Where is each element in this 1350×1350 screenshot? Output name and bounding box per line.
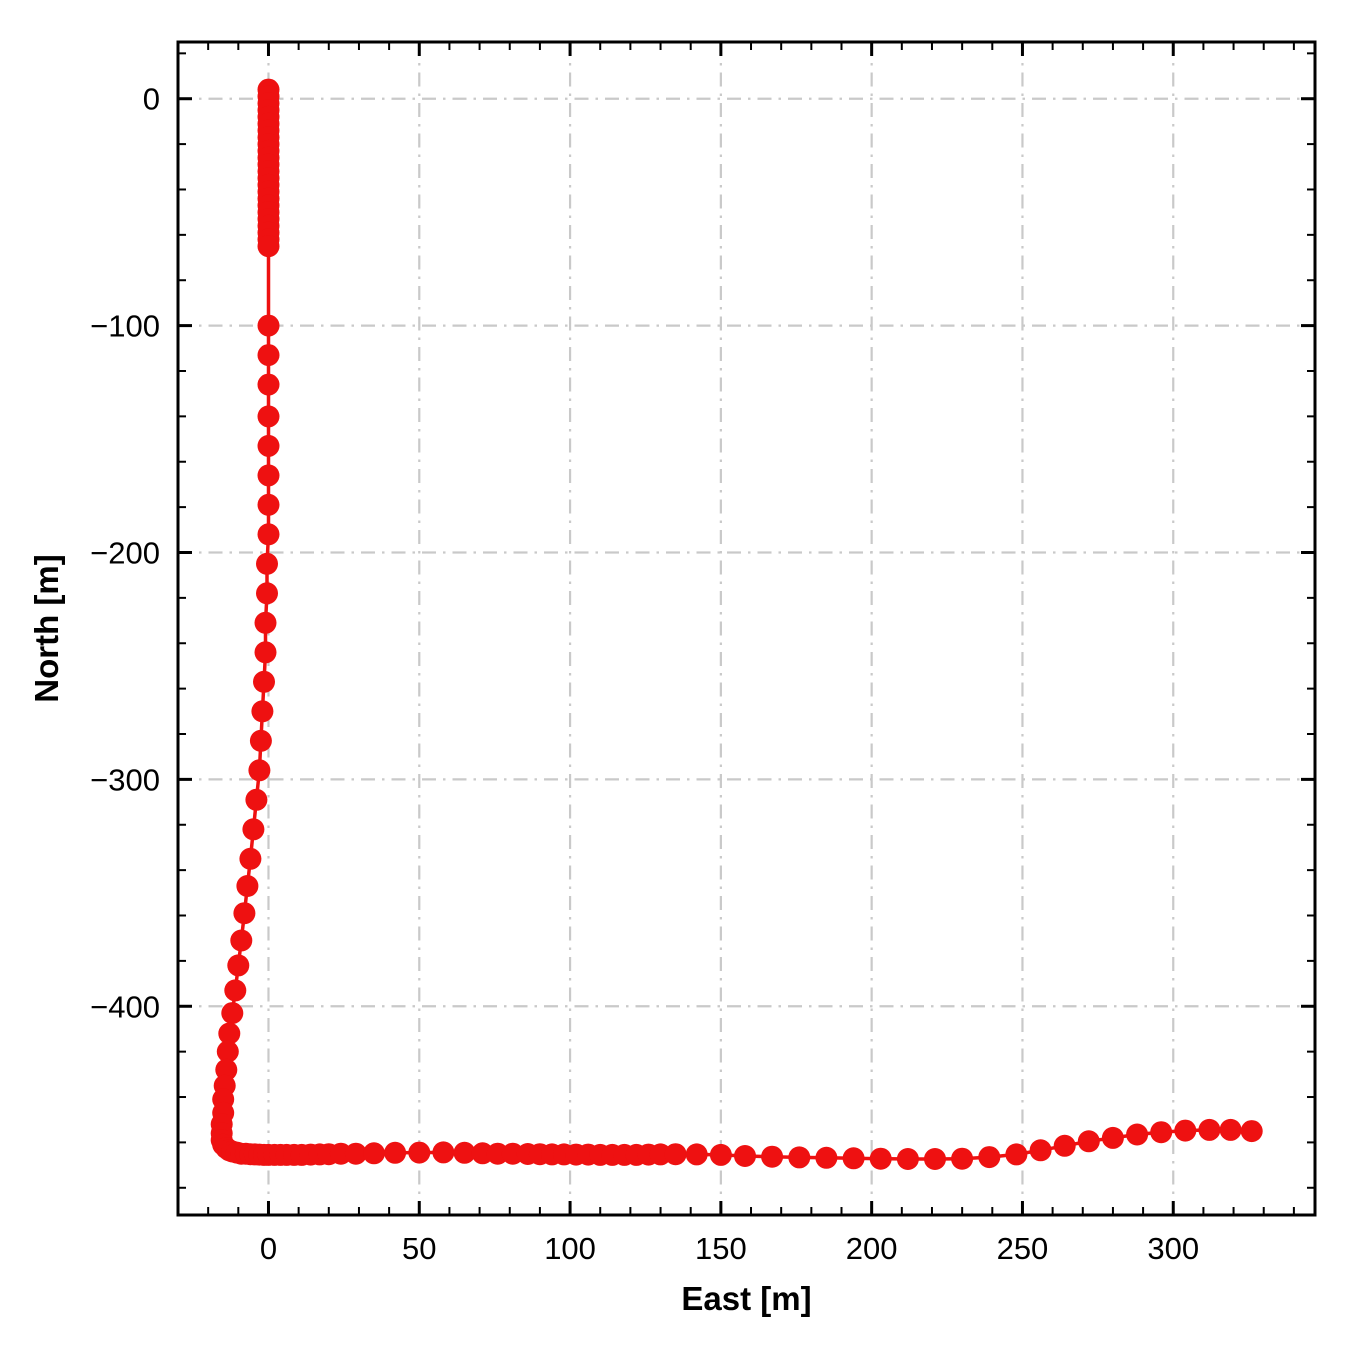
- trajectory-marker: [236, 875, 259, 897]
- trajectory-marker: [1240, 1120, 1263, 1143]
- trajectory-marker: [257, 235, 280, 258]
- trajectory-marker: [254, 641, 277, 664]
- trajectory-marker: [253, 670, 275, 693]
- trajectory-marker: [363, 1142, 385, 1165]
- y-tick-label: 0: [143, 82, 160, 117]
- x-tick-label: 200: [846, 1231, 898, 1266]
- y-tick-label: −300: [90, 762, 160, 797]
- trajectory-marker: [1005, 1143, 1028, 1166]
- trajectory-marker: [408, 1141, 431, 1164]
- trajectory-marker: [257, 464, 280, 487]
- trajectory-marker: [453, 1141, 476, 1164]
- trajectory-marker: [1101, 1126, 1124, 1149]
- trajectory-marker: [239, 847, 262, 870]
- trajectory-marker: [1219, 1118, 1242, 1141]
- trajectory-marker: [257, 314, 280, 337]
- x-tick-label: 50: [402, 1231, 436, 1266]
- trajectory-marker: [924, 1148, 946, 1170]
- trajectory-marker: [224, 979, 247, 1002]
- trajectory-marker: [254, 611, 277, 634]
- trajectory-marker: [245, 788, 268, 811]
- trajectory-marker: [734, 1145, 756, 1167]
- trajectory-marker: [384, 1141, 407, 1164]
- trajectory-marker: [257, 344, 280, 367]
- trajectory-marker: [869, 1147, 892, 1170]
- x-tick-label: 150: [695, 1231, 747, 1266]
- trajectory-marker: [248, 759, 271, 782]
- x-axis-label: East [m]: [681, 1280, 811, 1317]
- trajectory-marker: [227, 954, 250, 977]
- trajectory-marker: [221, 1002, 244, 1025]
- trajectory-marker: [1150, 1121, 1173, 1144]
- trajectory-marker: [249, 729, 272, 752]
- trajectory-marker: [256, 552, 278, 575]
- trajectory-marker: [432, 1141, 455, 1164]
- trajectory-marker: [1077, 1130, 1100, 1153]
- trajectory-marker: [218, 1022, 241, 1045]
- trajectory-marker: [788, 1146, 811, 1169]
- x-tick-label: 0: [260, 1231, 277, 1266]
- trajectory-marker: [896, 1148, 919, 1170]
- x-tick-label: 300: [1147, 1231, 1199, 1266]
- y-axis-label: North [m]: [28, 554, 65, 702]
- trajectory-marker: [257, 523, 280, 546]
- trajectory-marker: [486, 1142, 509, 1165]
- trajectory-marker: [216, 1040, 239, 1063]
- y-tick-label: −400: [90, 989, 160, 1024]
- trajectory-marker: [815, 1146, 838, 1169]
- trajectory-marker: [230, 929, 253, 952]
- y-tick-label: −100: [90, 309, 160, 344]
- x-tick-label: 100: [544, 1231, 596, 1266]
- trajectory-marker: [233, 902, 256, 925]
- trajectory-marker: [256, 582, 278, 605]
- trajectory-marker: [1053, 1134, 1076, 1157]
- trajectory-marker: [242, 818, 265, 841]
- trajectory-marker: [978, 1146, 1001, 1169]
- trajectory-marker: [685, 1143, 708, 1166]
- trajectory-marker: [215, 1058, 238, 1081]
- plot-frame: [176, 40, 1317, 1217]
- x-tick-label: 250: [997, 1231, 1049, 1266]
- trajectory-marker: [257, 434, 280, 457]
- trajectory-marker: [257, 493, 280, 516]
- trajectory-marker: [257, 405, 280, 428]
- trajectory-marker: [1126, 1123, 1149, 1146]
- trajectory-marker: [1029, 1139, 1052, 1162]
- trajectory-marker: [761, 1145, 784, 1168]
- trajectory-marker: [951, 1147, 974, 1170]
- trajectory-marker: [344, 1142, 367, 1165]
- trajectory-marker: [664, 1143, 687, 1166]
- trajectory-marker: [257, 373, 280, 396]
- y-tick-label: −200: [90, 535, 160, 570]
- trajectory-marker: [251, 700, 274, 723]
- trajectory-marker: [709, 1143, 732, 1166]
- trajectory-marker: [842, 1147, 865, 1170]
- trajectory-marker: [1198, 1118, 1221, 1141]
- trajectory-marker: [1174, 1119, 1197, 1142]
